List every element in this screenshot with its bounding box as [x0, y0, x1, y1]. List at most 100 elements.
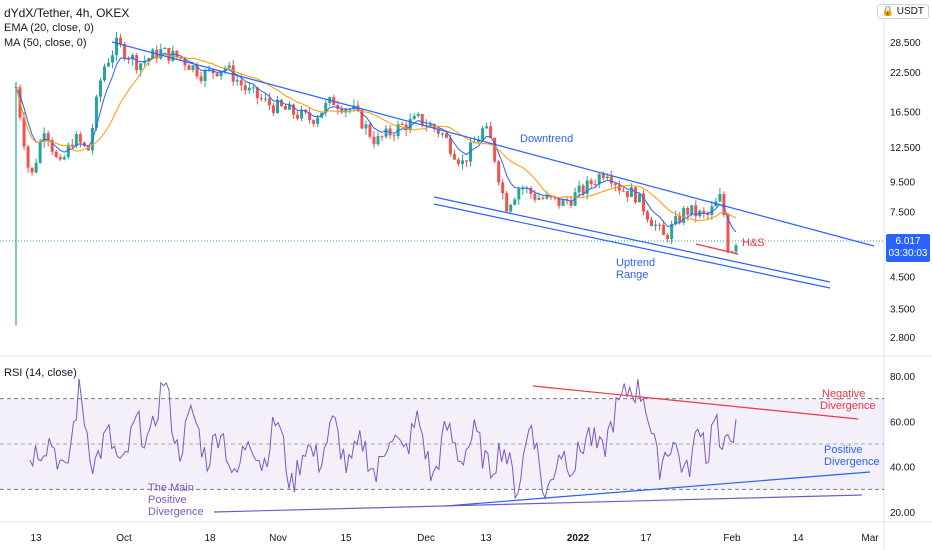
- rsi-tick-label: 60.00: [890, 417, 915, 428]
- negative-divergence-line[interactable]: [532, 385, 859, 420]
- time-axis[interactable]: 13 Oct 18 Nov 15 Dec 13 2022 17 Feb 14 Mar: [30, 533, 879, 544]
- candle-body: [420, 114, 424, 126]
- candle-body: [119, 37, 123, 44]
- candle-body: [493, 137, 497, 162]
- candle-body: [601, 174, 605, 179]
- candle-body: [589, 180, 593, 185]
- time-tick-label: 18: [204, 533, 216, 544]
- candle-body: [283, 106, 287, 110]
- candle-body: [609, 176, 613, 184]
- price-axis[interactable]: 28.500 22.500 16.500 12.500 9.500 7.500 4.500 3…: [890, 38, 921, 344]
- negative-divergence-label-1: Negative: [822, 388, 865, 400]
- candle-body: [460, 160, 464, 164]
- candle-body: [223, 67, 227, 71]
- rsi-axis[interactable]: 80.00 60.00 40.00 20.00: [890, 372, 915, 519]
- price-tick-label: 4.500: [890, 273, 915, 284]
- uptrend-label: Uptrend: [616, 257, 655, 269]
- candle-body: [74, 134, 78, 147]
- candle-body: [360, 109, 364, 129]
- candle-body: [565, 200, 569, 202]
- current-price: 6.017: [895, 236, 921, 247]
- candle-body: [364, 124, 368, 129]
- candle-body: [62, 156, 66, 160]
- candle-body: [722, 193, 726, 215]
- hs-label: H&S: [742, 237, 765, 249]
- candle-body: [674, 215, 678, 225]
- candle-body: [102, 66, 106, 81]
- candle-body: [581, 185, 585, 194]
- candle-body: [368, 124, 372, 137]
- candle-body: [296, 114, 300, 119]
- candle-body: [50, 140, 54, 152]
- candle-body: [30, 167, 34, 173]
- candle-body: [86, 145, 90, 151]
- candle-body: [469, 142, 473, 162]
- time-tick-label: Dec: [417, 533, 435, 544]
- candle-body: [440, 133, 444, 135]
- candle-body: [123, 43, 127, 59]
- downtrend-label: Downtrend: [520, 133, 573, 145]
- candle-body: [666, 234, 670, 240]
- candle-body: [227, 65, 231, 68]
- candle-body: [625, 191, 629, 197]
- bar-countdown: 03:30:03: [888, 248, 928, 259]
- ema-indicator-label[interactable]: EMA (20, close, 0): [4, 22, 94, 34]
- candle-body: [436, 129, 440, 134]
- rsi-title: RSI (14, close): [4, 367, 77, 379]
- candle-body: [191, 65, 195, 70]
- symbol-title[interactable]: dYdX/Tether, 4h, OKEX: [4, 6, 130, 20]
- ma-indicator-label[interactable]: MA (50, close, 0): [4, 37, 87, 49]
- candle-body: [533, 193, 537, 200]
- positive-divergence-line[interactable]: [445, 471, 871, 507]
- candle-body: [416, 114, 420, 116]
- candle-body: [658, 224, 662, 226]
- candle-body: [553, 197, 557, 199]
- candle-body: [678, 215, 682, 223]
- candle-body: [557, 197, 561, 206]
- candle-body: [219, 70, 223, 77]
- time-tick-label: 13: [480, 533, 492, 544]
- candle-body: [251, 87, 255, 89]
- candle-body: [646, 211, 650, 220]
- candle-body: [94, 96, 98, 128]
- main-positive-divergence-line[interactable]: [213, 494, 863, 513]
- candle-body: [46, 133, 50, 141]
- candle-body: [300, 109, 304, 119]
- chart-legend: dYdX/Tether, 4h, OKEX EMA (20, close, 0)…: [4, 6, 129, 51]
- rsi-line: [29, 378, 737, 500]
- candle-body: [42, 133, 46, 142]
- candle-body: [243, 85, 247, 91]
- candle-body: [324, 103, 328, 113]
- ma-line: [15, 54, 737, 222]
- main-divergence-label-3: Divergence: [148, 506, 204, 518]
- candle-body: [428, 124, 432, 127]
- candle-body: [78, 134, 82, 143]
- candle-body: [179, 57, 183, 59]
- candle-body: [718, 193, 722, 202]
- positive-divergence-label-2: Divergence: [824, 456, 880, 468]
- candle-body: [537, 197, 541, 200]
- price-tick-label: 16.500: [890, 107, 921, 118]
- rsi-tick-label: 40.00: [890, 463, 915, 474]
- candle-body: [263, 98, 267, 100]
- candles: [14, 31, 738, 325]
- candle-body: [135, 55, 139, 71]
- candle-body: [279, 100, 283, 107]
- downtrend-line[interactable]: [111, 41, 875, 247]
- candle-body: [26, 146, 30, 168]
- uptrend-range-line-lower[interactable]: [433, 203, 831, 289]
- candle-body: [633, 187, 637, 203]
- time-tick-label: Mar: [861, 533, 879, 544]
- hs-line[interactable]: [695, 243, 739, 255]
- main-divergence-label-2: Positive: [148, 494, 187, 506]
- candle-body: [159, 49, 163, 59]
- uptrend-range-line-upper[interactable]: [433, 196, 831, 283]
- time-tick-label: Nov: [269, 533, 287, 544]
- candle-body: [139, 63, 143, 71]
- candle-body: [187, 65, 191, 70]
- currency-badge[interactable]: 🔒 USDT: [876, 4, 929, 19]
- candle-body: [288, 104, 292, 110]
- candle-body: [597, 174, 601, 185]
